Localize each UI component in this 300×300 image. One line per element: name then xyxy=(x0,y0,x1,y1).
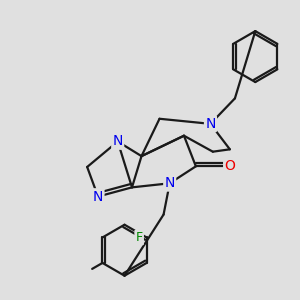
Text: N: N xyxy=(205,117,216,131)
Text: N: N xyxy=(112,134,123,148)
Text: F: F xyxy=(136,231,143,244)
Text: N: N xyxy=(93,190,103,203)
Text: N: N xyxy=(164,176,175,190)
Text: O: O xyxy=(224,159,235,173)
